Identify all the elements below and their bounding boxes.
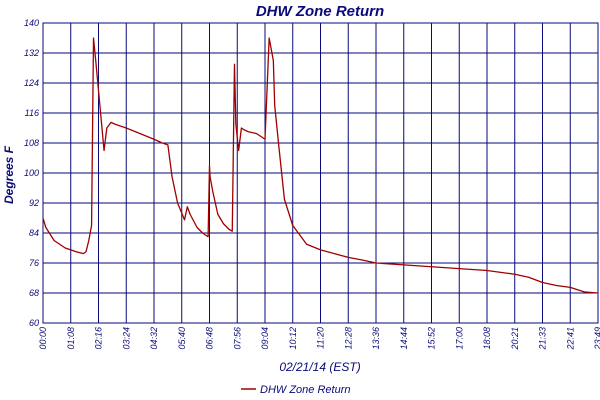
- x-tick-label: 13:36: [371, 327, 381, 350]
- x-tick-label: 18:08: [482, 327, 492, 350]
- x-tick-label: 12:28: [343, 327, 353, 350]
- x-tick-label: 07:56: [232, 327, 242, 350]
- x-tick-label: 05:40: [177, 327, 187, 350]
- x-tick-label: 15:52: [427, 327, 437, 350]
- x-tick-label: 00:00: [38, 327, 48, 350]
- x-tick-label: 17:00: [454, 327, 464, 350]
- x-tick-label: 09:04: [260, 327, 270, 350]
- y-axis-ticks: 60 68 76 84 92 100 108 116 124 132 140: [24, 18, 39, 328]
- x-tick-label: 02:16: [94, 327, 104, 350]
- x-axis-label: 02/21/14 (EST): [279, 360, 360, 374]
- chart-title: DHW Zone Return: [256, 3, 384, 20]
- x-tick-label: 20:21: [510, 327, 520, 351]
- plot-area-border: [42, 22, 599, 324]
- legend-label: DHW Zone Return: [260, 384, 350, 396]
- legend: DHW Zone Return: [241, 384, 350, 396]
- y-tick-label: 84: [29, 228, 39, 238]
- series-line-dhw-zone-return: [42, 37, 599, 294]
- y-tick-label: 108: [24, 138, 39, 148]
- y-tick-label: 132: [24, 48, 39, 58]
- x-axis-ticks: 00:00 01:08 02:16 03:24 04:32 05:40 06:48 07:56…: [38, 327, 600, 351]
- x-tick-label: 01:08: [66, 327, 76, 350]
- y-tick-label: 92: [29, 198, 39, 208]
- y-tick-label: 76: [29, 258, 39, 268]
- x-tick-label: 22:41: [565, 327, 575, 351]
- x-tick-label: 10:12: [288, 327, 298, 350]
- grid: [43, 23, 598, 323]
- y-tick-label: 100: [24, 168, 39, 178]
- x-tick-label: 03:24: [121, 327, 131, 350]
- x-tick-label: 23:49: [593, 327, 600, 351]
- y-tick-label: 116: [25, 108, 39, 118]
- y-axis-label: Degrees F: [2, 145, 16, 204]
- x-tick-label: 04:32: [149, 327, 159, 350]
- y-tick-label: 60: [29, 318, 39, 328]
- y-tick-label: 124: [24, 78, 39, 88]
- x-tick-label: 14:44: [399, 327, 409, 350]
- y-tick-label: 68: [29, 288, 39, 298]
- y-tick-label: 140: [24, 18, 39, 28]
- x-tick-label: 21:33: [538, 327, 548, 351]
- x-tick-label: 06:48: [205, 327, 215, 350]
- x-tick-label: 11:20: [316, 327, 326, 349]
